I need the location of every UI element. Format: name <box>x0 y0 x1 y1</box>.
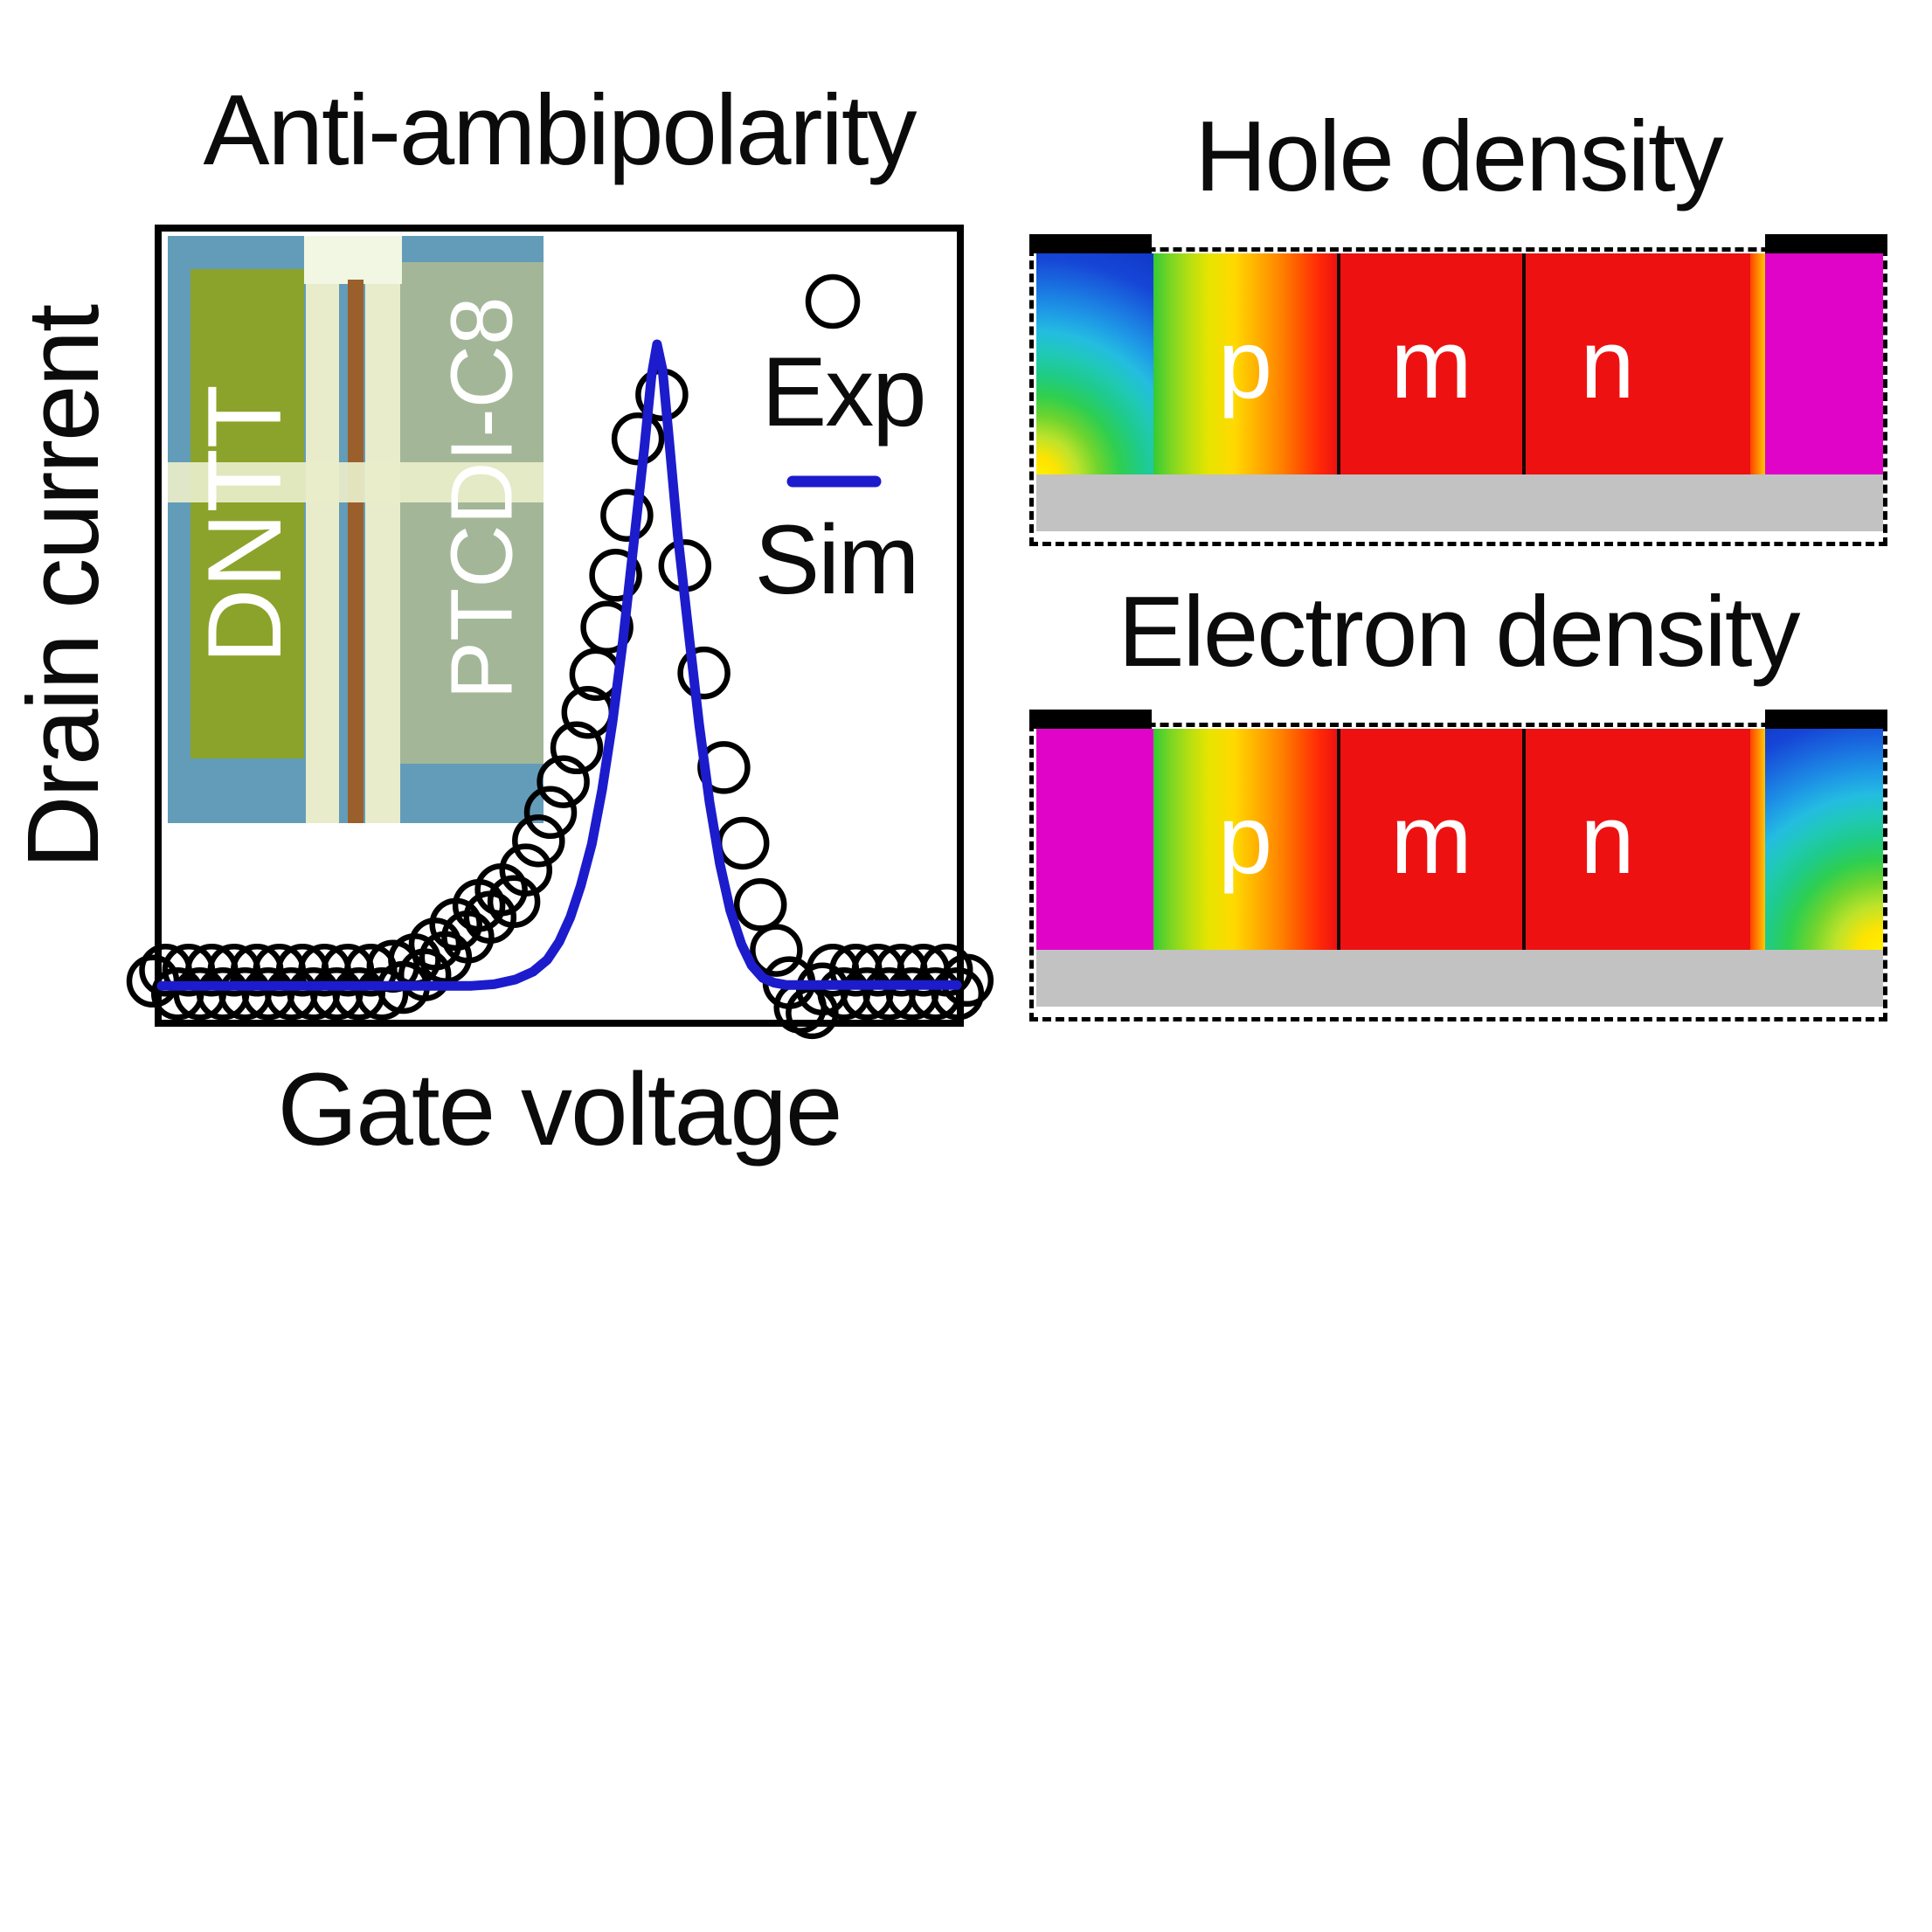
exp-marker <box>487 875 541 928</box>
ptcdi-film-region <box>400 262 544 764</box>
hole-accumulation-colormap <box>1036 253 1153 474</box>
transfer-curve-plot: DNTT PTCDI-C8 Exp Sim <box>126 225 994 1040</box>
electron-accumulation-colormap <box>1765 729 1883 950</box>
substrate <box>1036 950 1883 1007</box>
electron-density-title: Electron density <box>1118 577 1800 688</box>
device-micrograph-inset: DNTT PTCDI-C8 <box>168 236 544 823</box>
region-divider <box>1522 729 1526 950</box>
source-electrode <box>1029 710 1152 729</box>
horizontal-electrode-band <box>168 462 544 502</box>
chart-title: Anti-ambipolarity <box>203 75 918 186</box>
exp-marker <box>537 755 590 808</box>
electron-depleted-region <box>1036 729 1153 950</box>
hole-depleted-region <box>1765 253 1883 474</box>
junction-gap-stripe <box>348 280 364 823</box>
hole-panel-dashed-border <box>1029 247 1887 546</box>
exp-marker <box>750 924 803 977</box>
dntt-crystal-region <box>190 269 304 758</box>
electrode-stripe-left <box>306 236 339 823</box>
source-electrode <box>1029 234 1152 253</box>
electron-density-panel: p m n <box>1029 710 1887 1021</box>
legend-exp-label: Exp <box>761 337 927 447</box>
plot-frame <box>155 225 964 1027</box>
exp-marker <box>550 721 604 775</box>
exp-marker <box>931 966 985 1021</box>
exp-marker <box>512 814 565 868</box>
hole-transition-strip <box>1750 253 1765 474</box>
sim-polyline <box>156 339 962 991</box>
y-axis-label: Drain current <box>6 305 120 869</box>
exp-marker <box>611 412 665 466</box>
hole-density-panel: p m n <box>1029 234 1887 546</box>
hole-density-title: Hole density <box>1195 101 1723 212</box>
exp-marker <box>499 843 553 897</box>
region-divider <box>1337 253 1340 474</box>
hole-p-region <box>1153 253 1337 474</box>
electron-panel-dashed-border <box>1029 723 1887 1021</box>
substrate <box>1036 474 1883 531</box>
exp-marker <box>589 549 642 602</box>
exp-marker <box>523 786 578 840</box>
exp-marker <box>909 966 962 1021</box>
electron-p-region <box>1153 729 1337 950</box>
drain-electrode <box>1765 234 1887 253</box>
electrode-stripe-right <box>365 236 400 823</box>
chart-plot-area <box>126 274 994 1040</box>
electron-transition-strip <box>1750 729 1765 950</box>
electron-m-region <box>1340 729 1522 950</box>
exp-marker <box>600 488 654 542</box>
region-divider <box>1522 253 1526 474</box>
legend-exp-marker-icon <box>805 274 861 329</box>
legend-sim-label: Sim <box>754 505 920 614</box>
electrode-stripe-top <box>304 236 402 284</box>
x-axis-label: Gate voltage <box>277 1052 842 1167</box>
drain-electrode <box>1765 710 1887 729</box>
hole-m-region <box>1340 253 1522 474</box>
sim-curve <box>156 339 962 991</box>
exp-marker <box>355 966 409 1021</box>
electron-n-region <box>1526 729 1750 950</box>
exp-marker <box>733 878 787 931</box>
exp-marker <box>677 646 731 700</box>
exp-marker <box>580 600 634 654</box>
hole-n-region <box>1526 253 1750 474</box>
region-divider <box>1337 729 1340 950</box>
exp-marker <box>716 816 770 870</box>
